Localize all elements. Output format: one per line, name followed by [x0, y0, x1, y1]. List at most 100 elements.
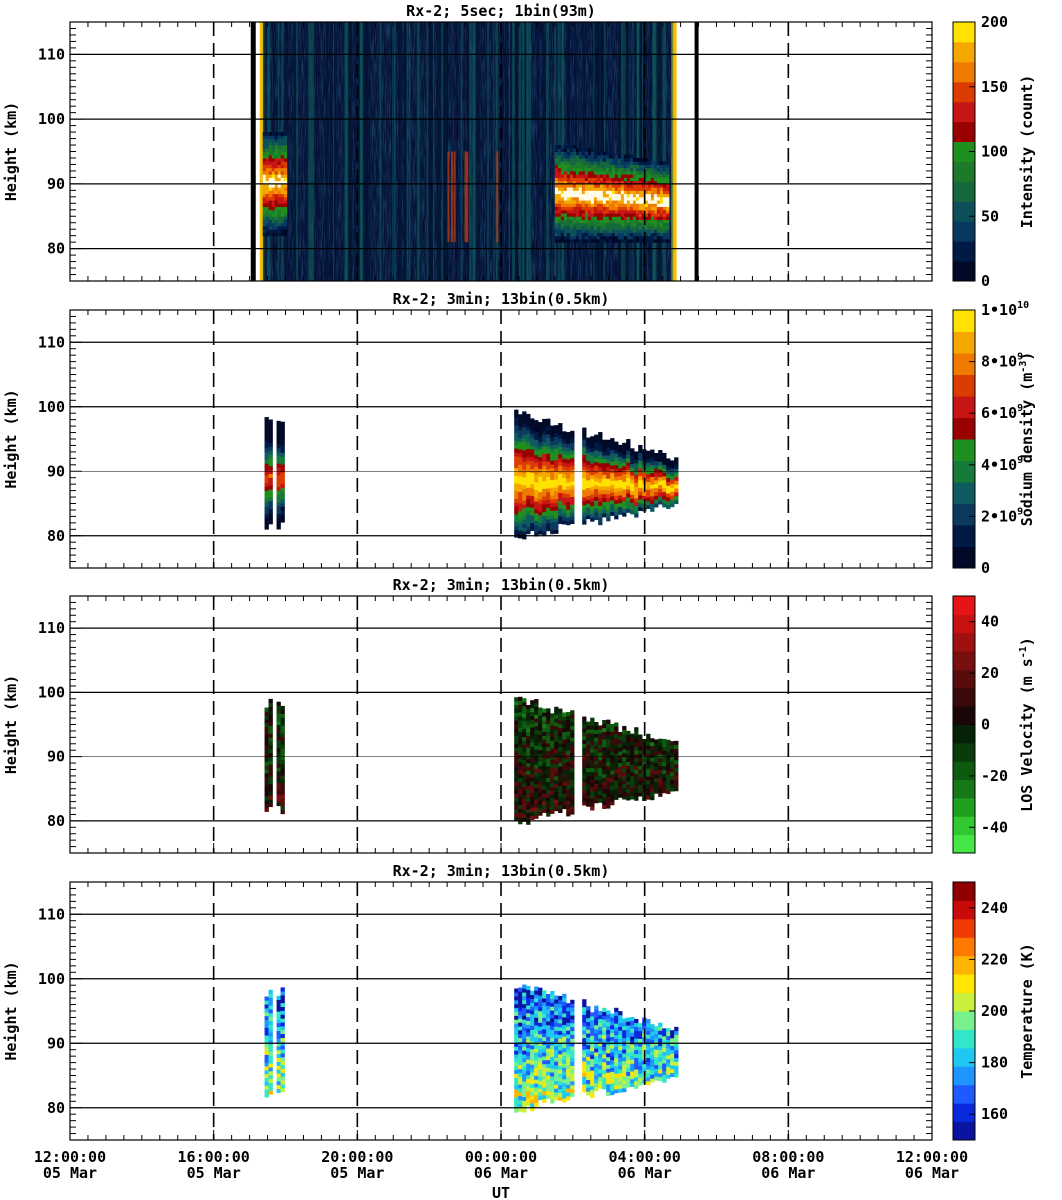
layer-cell: [632, 167, 637, 172]
heatmap-cell: [518, 762, 523, 767]
noise-streak: [360, 22, 364, 281]
heatmap-cell: [638, 1057, 643, 1063]
layer-cell: [265, 151, 270, 156]
layer-cell: [653, 213, 658, 217]
heatmap-cell: [594, 729, 599, 734]
layer-cell: [280, 164, 285, 169]
heatmap-cell: [264, 424, 269, 429]
heatmap-cell: [566, 466, 571, 472]
heatmap-cell: [622, 477, 627, 482]
heatmap-cell: [630, 776, 635, 781]
heatmap-cell: [582, 1072, 587, 1077]
layer-cell: [274, 203, 279, 208]
heatmap-cell: [626, 761, 631, 766]
colorbar-swatch: [953, 546, 975, 569]
colorbar-swatch: [953, 742, 975, 762]
heatmap-cell: [276, 728, 281, 733]
heatmap-cell: [530, 1079, 535, 1085]
heatmap-cell: [550, 522, 555, 527]
heatmap-cell: [522, 748, 527, 753]
heatmap-cell: [522, 790, 527, 795]
heatmap-cell: [546, 461, 551, 466]
heatmap-cell: [518, 1092, 523, 1097]
heatmap-cell: [522, 813, 527, 818]
layer-cell: [599, 167, 604, 172]
layer-cell: [262, 135, 267, 140]
heatmap-cell: [522, 1104, 527, 1109]
layer-cell: [587, 157, 592, 162]
heatmap-cell: [514, 1038, 519, 1043]
heatmap-cell: [538, 757, 543, 762]
layer-cell: [629, 222, 634, 227]
layer-cell: [602, 222, 607, 227]
layer-cell: [268, 196, 273, 201]
layer-cell: [590, 157, 595, 162]
heatmap-cell: [554, 1049, 559, 1054]
heatmap-cell: [550, 460, 555, 465]
layer-cell: [665, 238, 670, 243]
layer-cell: [641, 167, 646, 172]
heatmap-cell: [662, 487, 667, 492]
heatmap-cell: [522, 806, 527, 811]
heatmap-cell: [586, 437, 591, 442]
layer-cell: [277, 229, 282, 233]
layer-cell: [277, 135, 282, 140]
layer-cell: [575, 222, 580, 227]
noise-streak: [329, 22, 333, 281]
heatmap-cell: [634, 785, 639, 790]
heatmap-cell: [602, 1011, 607, 1016]
layer-cell: [274, 183, 279, 188]
heatmap-cell: [566, 789, 571, 794]
heatmap-cell: [526, 1101, 531, 1107]
layer-cell: [277, 157, 282, 162]
heatmap-cell: [630, 1059, 635, 1064]
heatmap-cell: [582, 435, 587, 440]
heatmap-cell: [518, 727, 523, 732]
layer-cell: [262, 206, 267, 211]
layer-cell: [611, 190, 616, 195]
heatmap-cell: [614, 1061, 619, 1067]
heatmap-cell: [658, 750, 663, 755]
heatmap-cell: [630, 791, 635, 796]
heatmap-cell: [610, 758, 615, 763]
heatmap-cell: [614, 1038, 619, 1043]
heatmap-cell: [582, 454, 587, 459]
heatmap-cell: [610, 735, 615, 740]
heatmap-cell: [626, 1067, 631, 1073]
heatmap-cell: [590, 798, 595, 803]
heatmap-cell: [638, 1061, 643, 1067]
layer-cell: [659, 170, 664, 175]
heatmap-cell: [666, 755, 671, 760]
heatmap-cell: [594, 760, 599, 765]
layer-cell: [277, 187, 282, 191]
heatmap-cell: [276, 505, 281, 511]
layer-cell: [596, 167, 601, 172]
layer-cell: [626, 200, 631, 204]
heatmap-cell: [590, 802, 595, 807]
layer-cell: [635, 196, 640, 201]
layer-cell: [593, 161, 598, 165]
layer-cell: [638, 157, 643, 162]
heatmap-cell: [570, 999, 575, 1004]
heatmap-cell: [562, 716, 567, 721]
heatmap-cell: [538, 1065, 543, 1070]
heatmap-cell: [530, 1048, 535, 1054]
heatmap-cell: [610, 747, 615, 752]
layer-cell: [629, 174, 634, 178]
heatmap-cell: [554, 706, 559, 711]
heatmap-cell: [526, 452, 531, 457]
heatmap-cell: [276, 420, 281, 425]
heatmap-cell: [558, 1081, 563, 1086]
heatmap-cell: [590, 1016, 595, 1021]
heatmap-cell: [522, 477, 527, 482]
layer-cell: [581, 216, 586, 220]
heatmap-cell: [654, 758, 659, 763]
heatmap-cell: [562, 1063, 567, 1068]
heatmap-cell: [554, 525, 559, 530]
heatmap-cell: [590, 1074, 595, 1079]
heatmap-cell: [264, 769, 269, 774]
heatmap-cell: [518, 804, 523, 809]
heatmap-cell: [534, 998, 539, 1003]
heatmap-cell: [598, 435, 603, 441]
heatmap-cell: [650, 476, 655, 481]
